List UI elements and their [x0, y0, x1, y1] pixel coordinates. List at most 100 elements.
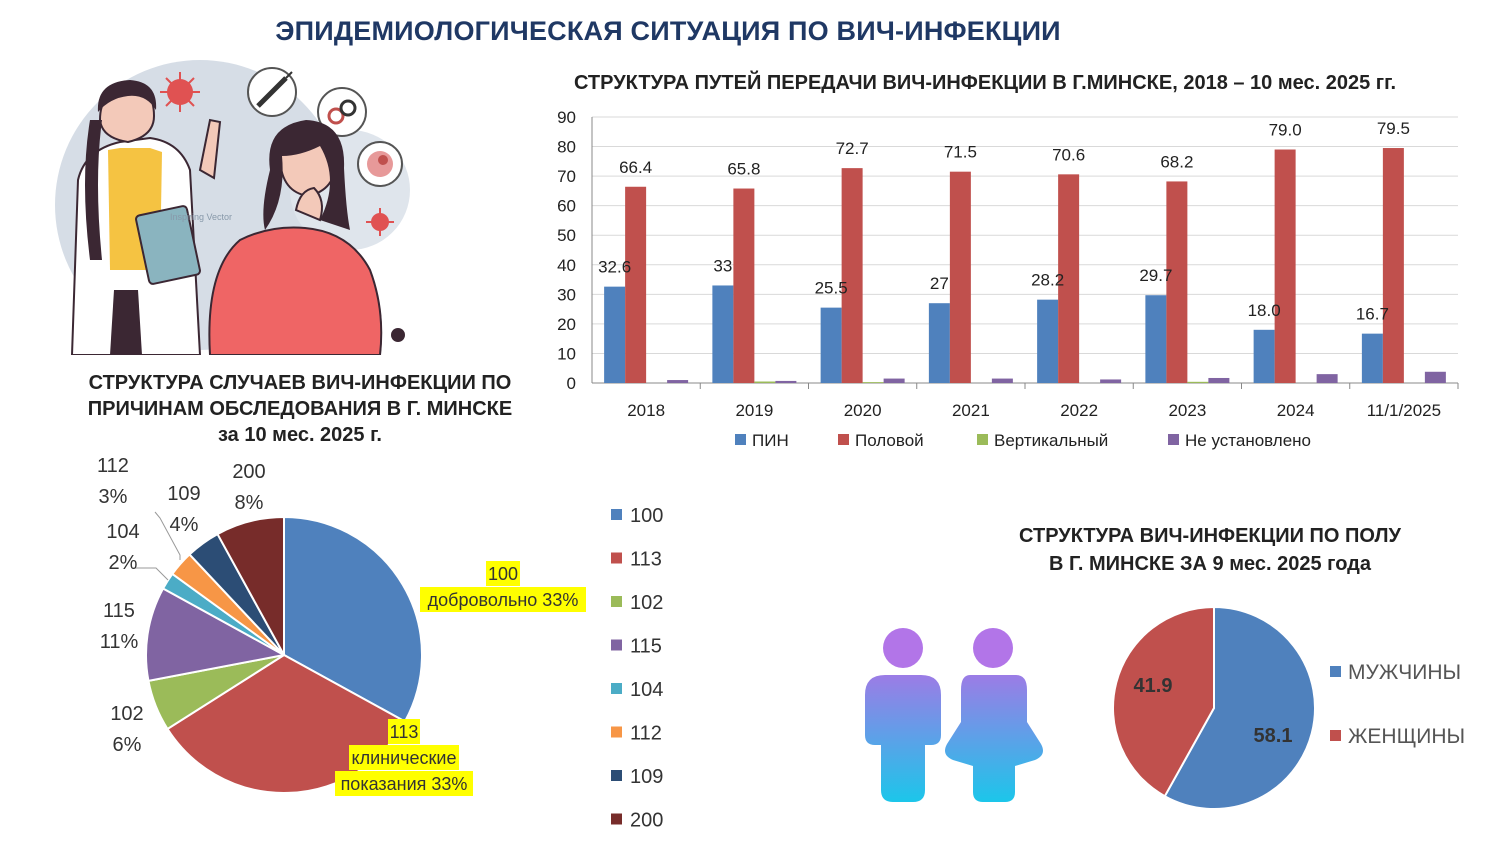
legend: МУЖЧИНЫ ЖЕНЩИНЫ — [1330, 661, 1465, 748]
legend-swatch — [977, 434, 988, 445]
slice-label: 11% — [100, 631, 139, 653]
watermark-text: Inspiring Vector — [170, 212, 232, 222]
data-label: 68.2 — [1160, 152, 1193, 171]
bar-sexual — [841, 168, 863, 383]
y-tick-label: 40 — [557, 256, 576, 275]
reason-pie-title: СТРУКТУРА СЛУЧАЕВ ВИЧ-ИНФЕКЦИИ ПО ПРИЧИН… — [40, 370, 560, 448]
legend-label: 115 — [630, 636, 662, 658]
x-tick-label: 2018 — [627, 401, 665, 420]
data-label: 27 — [930, 274, 949, 293]
gender-pie-chart: 58.1 41.9 МУЖЧИНЫ ЖЕНЩИНЫ — [1112, 605, 1465, 810]
x-tick-label: 2021 — [952, 401, 990, 420]
slice-label: 3% — [99, 486, 128, 508]
y-tick-label: 80 — [557, 138, 576, 157]
legend-label: ЖЕНЩИНЫ — [1348, 725, 1465, 748]
bar-sexual — [1166, 181, 1188, 383]
reason-pie-title-line: за 10 мес. 2025 г. — [218, 424, 382, 446]
legend-label: ПИН — [752, 431, 789, 450]
doctor-patient-illustration: Inspiring Vector — [55, 60, 410, 355]
bar-unknown — [991, 378, 1013, 383]
bar-pin — [1145, 295, 1167, 383]
slice-label: 100 — [488, 564, 518, 584]
bar-pin — [820, 307, 842, 383]
x-tick-label: 2022 — [1060, 401, 1098, 420]
legend-label: Половой — [855, 431, 924, 450]
bar-pin — [1361, 333, 1383, 383]
reason-pie-chart: 100 добровольно 33% 113 клинические показани… — [97, 455, 663, 832]
label-highlight — [388, 719, 420, 744]
legend-swatch — [611, 683, 622, 694]
bar-pin — [604, 286, 626, 383]
slice-label: 58.1 — [1254, 725, 1293, 747]
bar-unknown — [1208, 377, 1230, 383]
legend-swatch — [838, 434, 849, 445]
legend-swatch — [611, 726, 622, 738]
pie-slices — [1112, 605, 1316, 810]
bar-unknown — [775, 380, 797, 383]
y-tick-label: 70 — [557, 167, 576, 186]
slice-label: 109 — [167, 483, 200, 505]
legend-swatch — [611, 813, 622, 825]
label-highlight — [349, 745, 459, 770]
y-tick-label: 20 — [557, 315, 576, 334]
slice-label: 4% — [170, 514, 199, 536]
y-tick-label: 30 — [557, 285, 576, 304]
legend-swatch — [735, 434, 746, 445]
y-tick-label: 90 — [557, 108, 576, 127]
slice-label: 102 — [110, 703, 143, 725]
bar-unknown — [1316, 374, 1338, 383]
data-label: 72.7 — [836, 139, 869, 158]
slice-label: добровольно 33% — [428, 590, 579, 610]
slice-label: 115 — [103, 600, 135, 622]
data-label: 29.7 — [1139, 266, 1172, 285]
bar-pin — [1037, 299, 1059, 383]
data-label: 70.6 — [1052, 145, 1085, 164]
syringe-icon — [247, 67, 297, 117]
slice-label: 104 — [106, 521, 139, 543]
label-highlight — [486, 561, 520, 586]
bar-sexual — [625, 186, 647, 383]
y-tick-label: 60 — [557, 197, 576, 216]
pie-slice-women — [1112, 605, 1215, 798]
patient-figure — [208, 120, 383, 355]
bar-pin — [712, 285, 734, 383]
legend-swatch — [611, 770, 622, 781]
gender-symbols-icon — [317, 87, 367, 137]
embryo-icon — [357, 141, 403, 187]
bar-vertical — [1187, 381, 1209, 383]
bars — [604, 148, 1446, 383]
legend-swatch — [1330, 666, 1341, 677]
data-label: 79.5 — [1377, 119, 1410, 138]
legend-label: Вертикальный — [994, 431, 1108, 450]
y-tick-label: 0 — [567, 374, 576, 393]
bar-sexual — [733, 188, 755, 383]
leader-line — [154, 511, 181, 560]
data-label: 18.0 — [1248, 301, 1281, 320]
data-label: 33 — [713, 256, 732, 275]
data-label: 65.8 — [727, 160, 760, 179]
legend-label: 113 — [630, 549, 662, 571]
bar-unknown — [1100, 379, 1122, 383]
legend-label: 112 — [630, 723, 662, 745]
data-label: 25.5 — [815, 279, 848, 298]
data-label: 28.2 — [1031, 271, 1064, 290]
y-axis-ticks: 0 10 20 30 40 50 60 70 80 90 — [557, 108, 576, 393]
x-tick-label: 2019 — [735, 401, 773, 420]
x-tick-label: 11/1/2025 — [1367, 401, 1441, 420]
female-figure-icon — [945, 628, 1043, 802]
virus-icon — [366, 208, 394, 236]
slice-label: 8% — [235, 492, 264, 514]
gender-pie-title: СТРУКТУРА ВИЧ-ИНФЕКЦИИ ПО ПОЛУ В Г. МИНС… — [960, 522, 1460, 578]
bar-chart-title: СТРУКТУРА ПУТЕЙ ПЕРЕДАЧИ ВИЧ-ИНФЕКЦИИ В … — [573, 72, 1397, 94]
x-tick-label: 2020 — [844, 401, 882, 420]
virus-icon — [160, 72, 200, 112]
legend-label: 102 — [630, 592, 663, 614]
bar-unknown — [883, 378, 905, 383]
data-label: 79.0 — [1269, 121, 1302, 140]
x-axis-ticks: 2018 2019 2020 2021 2022 2023 2024 11/1/2025 — [627, 401, 1441, 420]
pie-slice-200 — [216, 515, 285, 656]
legend: 100 113 102 115 104 112 109 200 — [611, 505, 663, 832]
bar-unknown — [667, 380, 689, 383]
slice-label: 6% — [113, 734, 142, 756]
legend-label: 200 — [630, 810, 663, 832]
